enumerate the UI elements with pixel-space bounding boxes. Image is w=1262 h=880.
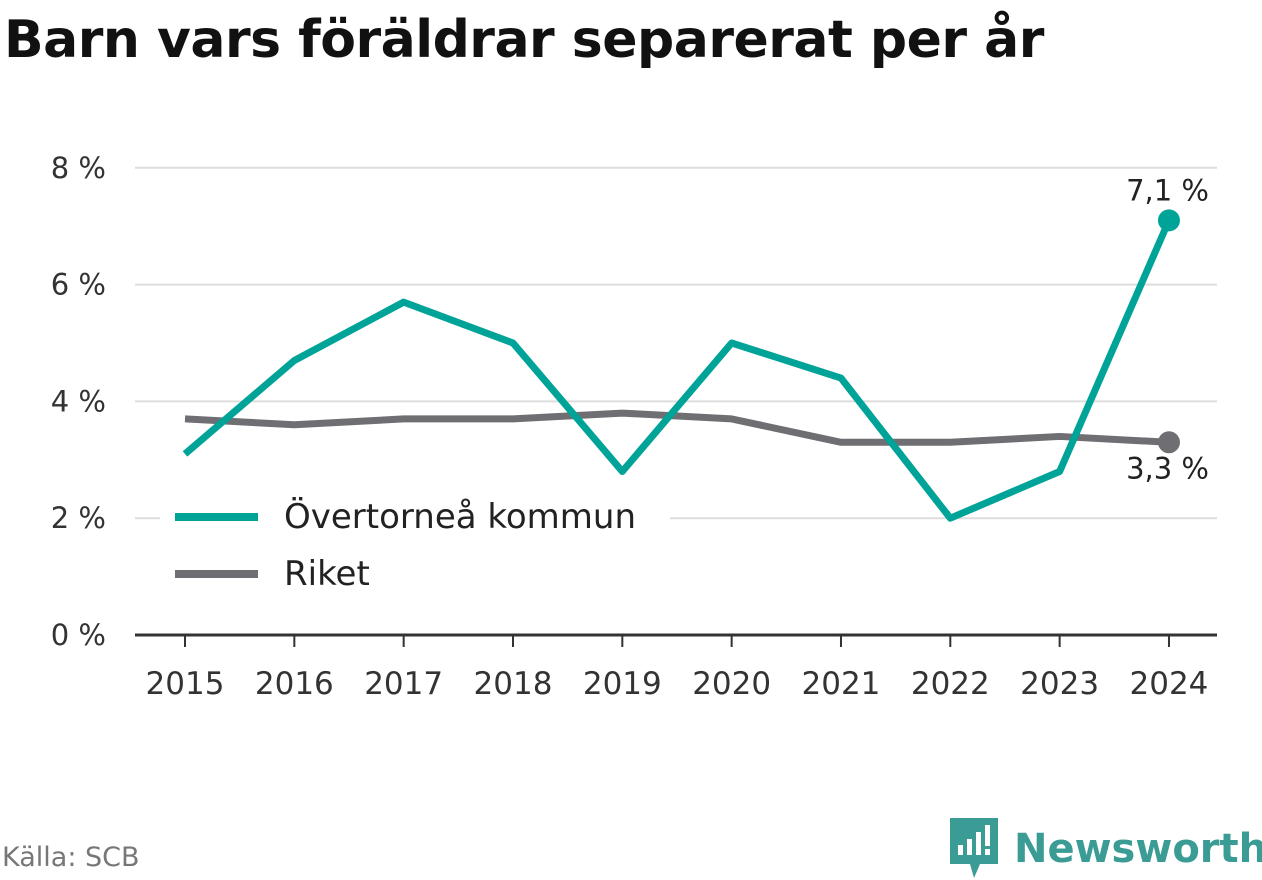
- bar-chart-speech-bubble-icon: [950, 818, 998, 878]
- brand-name: Newsworthy: [1014, 826, 1262, 872]
- legend-background: [160, 494, 670, 600]
- y-axis-tick-labels: 0 % 2 % 4 % 6 % 8 %: [51, 151, 106, 652]
- x-tick-label: 2024: [1130, 666, 1209, 702]
- x-tick-label: 2017: [364, 666, 443, 702]
- gridlines: [135, 166, 1217, 520]
- x-tick-label: 2016: [255, 666, 334, 702]
- legend-box: [160, 494, 670, 600]
- y-tick-label: 6 %: [51, 268, 106, 302]
- end-labels: 7,1 % 3,3 %: [1126, 173, 1209, 485]
- x-tick-label: 2023: [1020, 666, 1099, 702]
- legend-label: Riket: [284, 554, 370, 594]
- brand-logo: Newsworthy: [950, 818, 1262, 880]
- x-tick-label: 2020: [692, 666, 771, 702]
- x-tick-label: 2018: [474, 666, 553, 702]
- x-tick-label: 2015: [146, 666, 225, 702]
- series-end-marker: [1157, 431, 1180, 454]
- y-tick-label: 8 %: [51, 151, 106, 185]
- legend: Övertorneå kommun Riket: [175, 496, 636, 594]
- y-tick-label: 2 %: [51, 501, 106, 535]
- series-line: [182, 218, 1173, 522]
- source-note: Källa: SCB: [2, 842, 140, 873]
- series-lines: [182, 209, 1180, 522]
- x-tick-label: 2022: [911, 666, 990, 702]
- y-tick-label: 0 %: [51, 618, 106, 652]
- end-value-label: 3,3 %: [1126, 451, 1209, 485]
- x-tick-label: 2021: [802, 666, 881, 702]
- chart-title: Barn vars föräldrar separerat per år: [4, 10, 1044, 70]
- legend-label: Övertorneå kommun: [284, 496, 636, 537]
- series-line: [184, 409, 1170, 446]
- y-tick-label: 4 %: [51, 384, 106, 418]
- series-end-marker: [1157, 209, 1180, 232]
- x-tick-label: 2019: [583, 666, 662, 702]
- end-value-label: 7,1 %: [1126, 173, 1209, 207]
- x-axis: 2015 2016 2017 2018 2019 2020 2021 2022 2023 2024: [135, 633, 1217, 702]
